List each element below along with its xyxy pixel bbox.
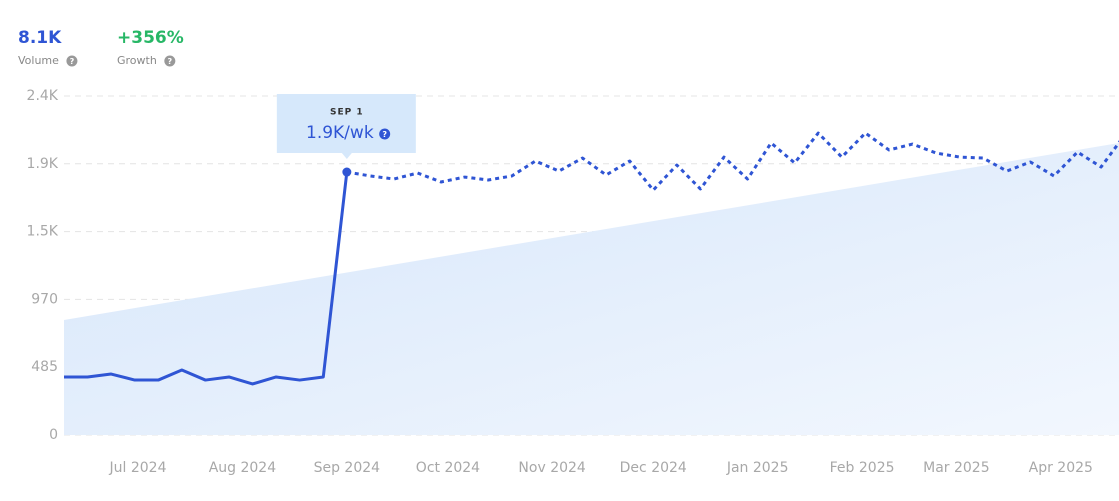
series-line (346, 131, 1119, 192)
kpi-value: +356% (117, 28, 184, 48)
x-tick-label: Sep 2024 (314, 460, 381, 476)
help-mark: ? (382, 130, 387, 139)
series-line (64, 171, 349, 386)
tooltip: SEP 1 1.9K/wk? (276, 94, 416, 177)
x-tick-label: Jan 2025 (726, 460, 789, 476)
help-icon (66, 55, 78, 67)
x-tick-label: Aug 2024 (209, 460, 277, 476)
x-tick-label: Oct 2024 (416, 460, 480, 476)
y-tick-label: 2.4K (27, 88, 59, 104)
tooltip-box (276, 94, 416, 153)
x-tick-label: Dec 2024 (620, 460, 687, 476)
tooltip-value: 1.9K/wk (306, 123, 374, 143)
kpi-label: Volume (18, 54, 59, 67)
header: 8.1K Volume ? +356% Growth? (18, 28, 184, 67)
x-tick-label: Feb 2025 (830, 460, 895, 476)
y-tick-label: 485 (31, 359, 58, 375)
x-tick-label: Nov 2024 (518, 460, 585, 476)
axes: 0 485 970 1.5K 1.9K 2.4K Jul 2024 Aug 2024 Sep 2… (27, 88, 1093, 476)
help-icon (164, 55, 176, 67)
x-tick-label: Apr 2025 (1029, 460, 1093, 476)
y-tick-label: 1.5K (27, 224, 59, 240)
help-mark: ? (168, 57, 173, 66)
help-icon (379, 128, 391, 140)
x-tick-label: Mar 2025 (923, 460, 990, 476)
kpi-value: 8.1K (18, 28, 62, 48)
point-marker (342, 167, 352, 177)
tooltip-label: SEP 1 (330, 108, 364, 118)
y-tick-label: 0 (49, 427, 58, 443)
kpi-label: Growth (117, 54, 157, 67)
plot (64, 131, 1119, 436)
y-tick-label: 970 (31, 291, 58, 307)
y-tick-label: 1.9K (27, 156, 59, 172)
help-mark: ? (70, 57, 75, 66)
trend-area (64, 142, 1119, 436)
x-tick-label: Jul 2024 (109, 460, 167, 476)
tooltip-pointer (341, 153, 352, 159)
